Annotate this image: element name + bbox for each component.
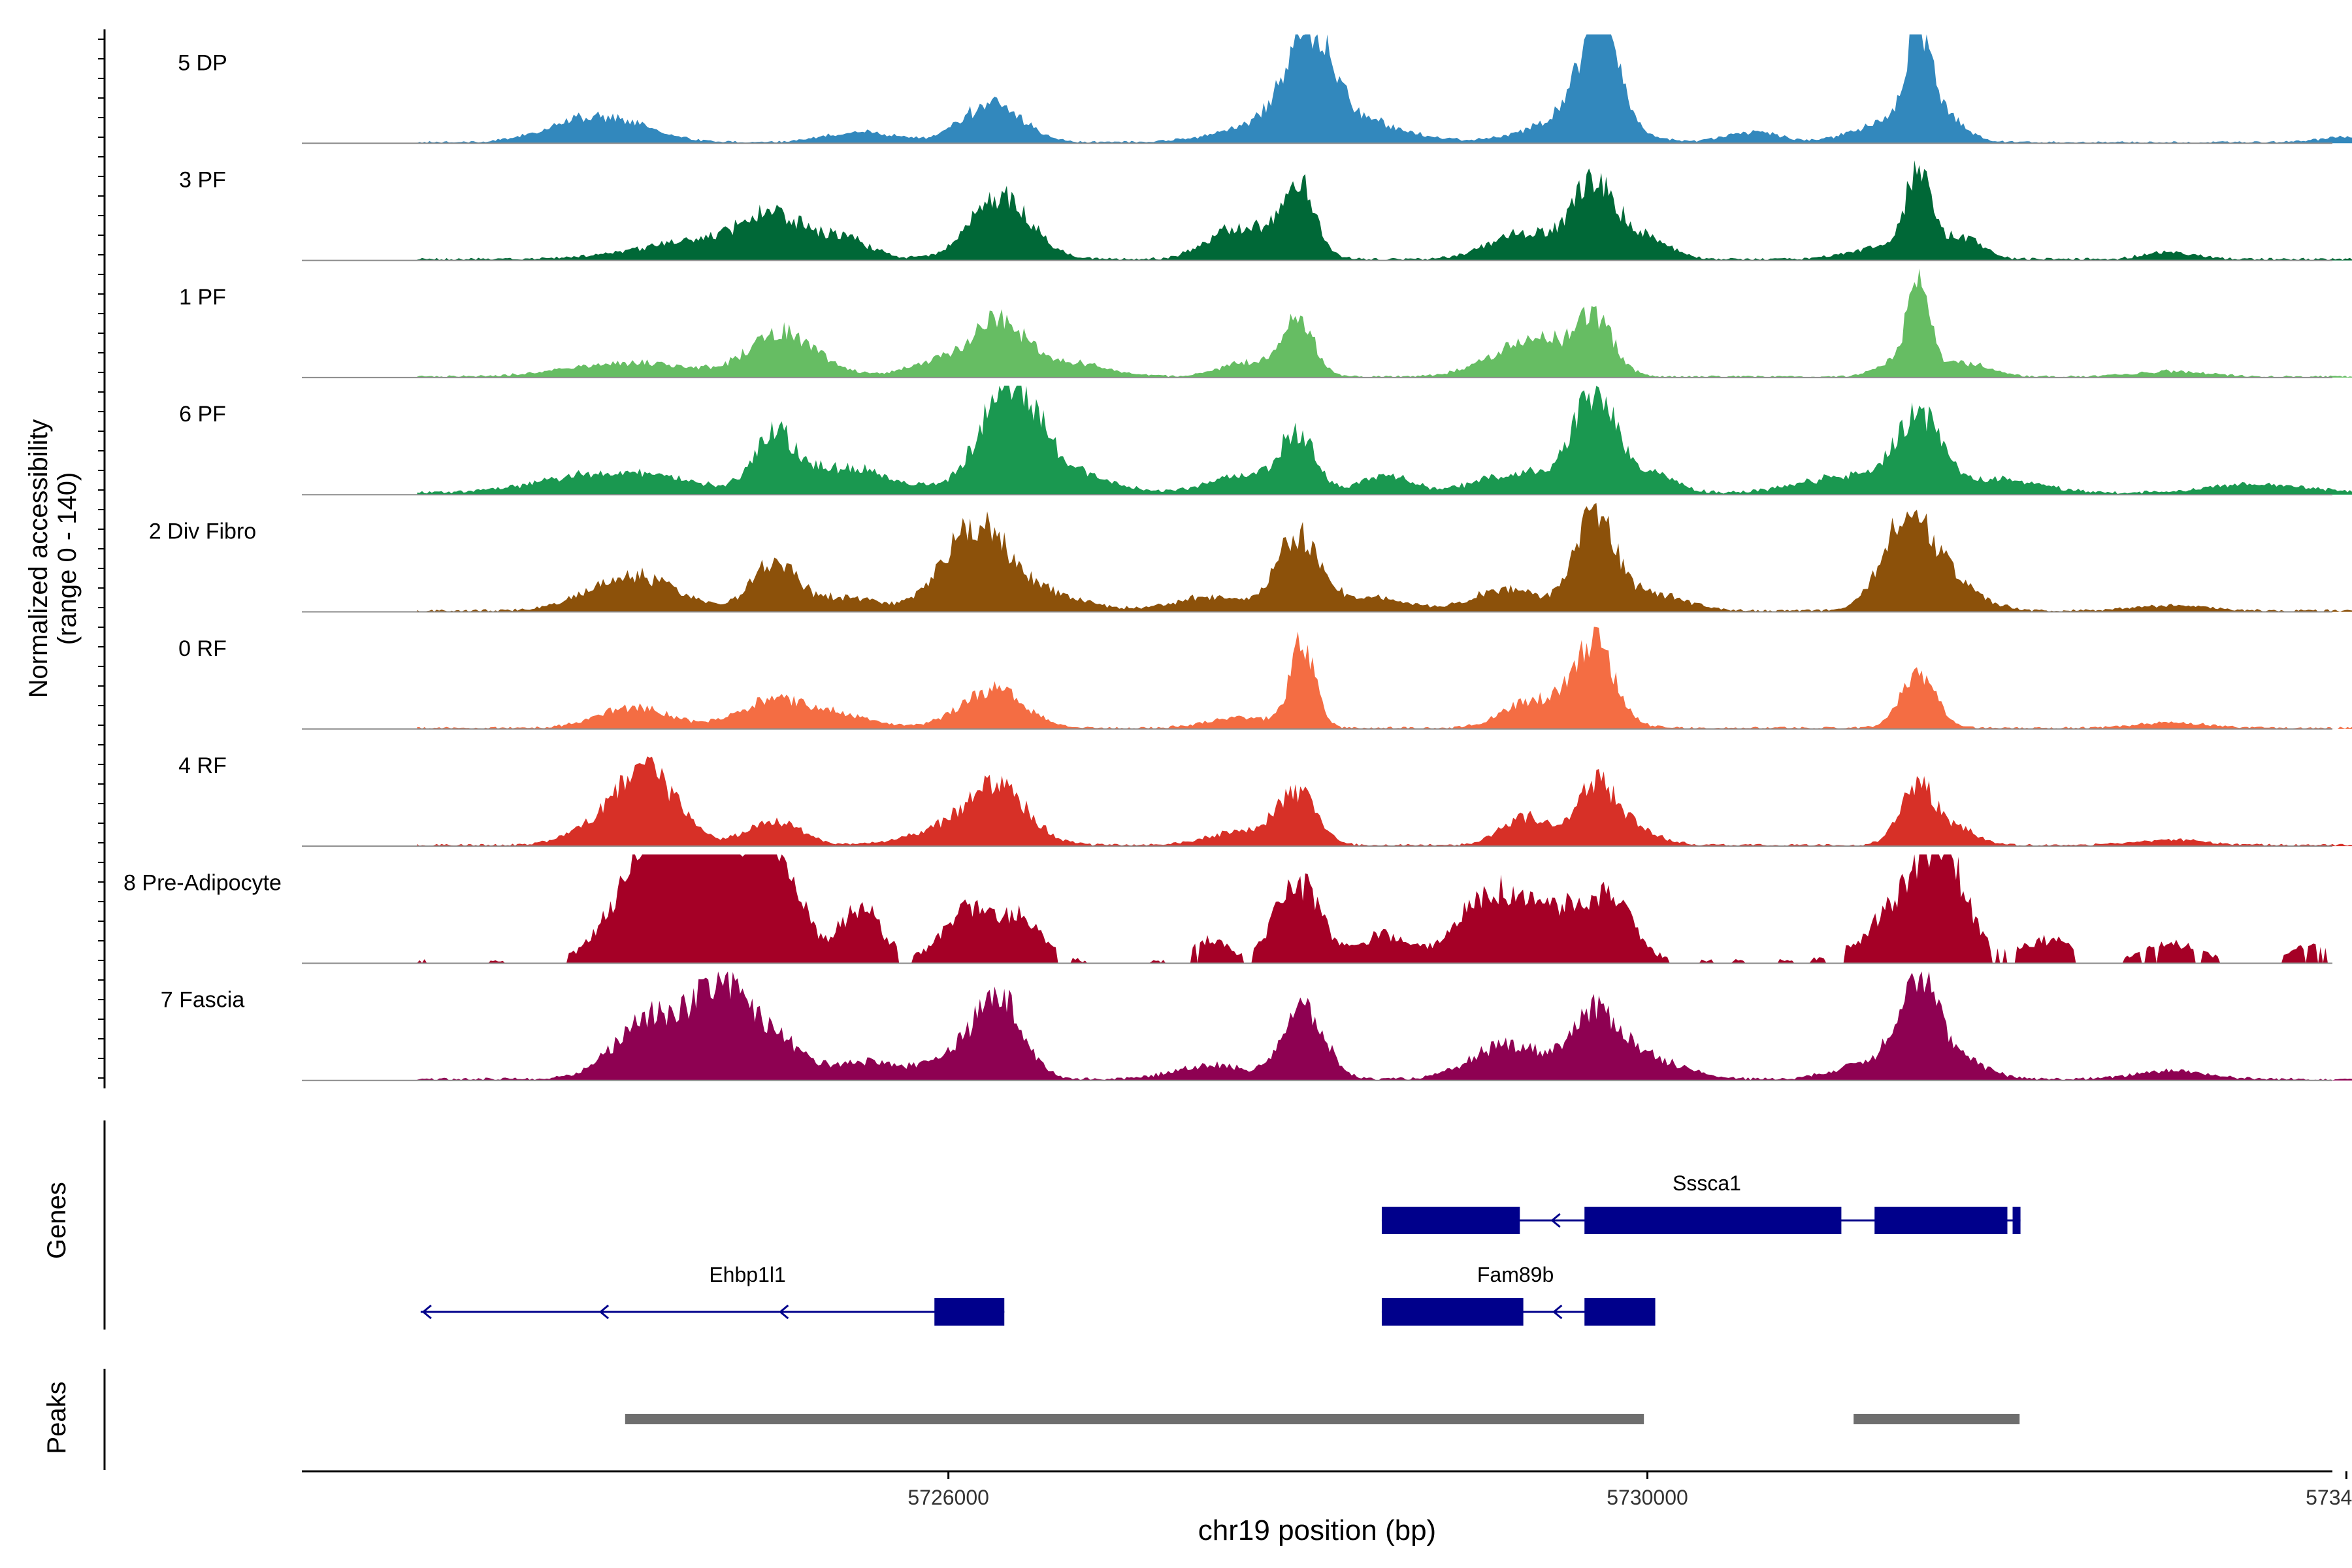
x-tick-label: 5734000 xyxy=(2306,1486,2352,1509)
track-label: 6 PF xyxy=(179,402,226,427)
gene-model: Fam89b xyxy=(1381,1263,1656,1326)
coverage-area xyxy=(417,627,2352,729)
coverage-area xyxy=(417,756,2352,847)
genes-panel-label: Genes xyxy=(42,1182,71,1259)
coverage-tracks: 5 DP 3 PF 1 PF 6 PF 2 Div Fibro 0 RF 4 RF 8 Pre… xyxy=(98,29,2352,1088)
track-label: 3 PF xyxy=(179,168,226,193)
track-label: 2 Div Fibro xyxy=(149,519,256,544)
gene-exon xyxy=(2012,1207,2021,1234)
gene-annotation-panel: Sssca1 Ehbp1l1 Fam89b xyxy=(103,1120,2021,1330)
track-label: 7 Fascia xyxy=(161,988,245,1013)
gene-exon xyxy=(1584,1298,1656,1326)
gene-exon xyxy=(1584,1207,1842,1234)
gene-name-label: Fam89b xyxy=(1477,1263,1554,1286)
gene-exon xyxy=(934,1298,1005,1326)
x-axis-title: chr19 position (bp) xyxy=(1198,1514,1436,1546)
coverage-area xyxy=(417,34,2352,144)
track-label: 0 RF xyxy=(178,636,227,661)
track-label: 4 RF xyxy=(178,753,227,778)
coverage-area xyxy=(417,160,2352,261)
gene-exon xyxy=(1874,1207,2008,1234)
x-axis: 5726000 5730000 5734000 xyxy=(302,1470,2352,1509)
gene-exon xyxy=(1381,1207,1520,1234)
gene-model: Ehbp1l1 xyxy=(420,1263,1005,1326)
coverage-area xyxy=(417,972,2352,1081)
y-axis-label-line1: Normalized accessibility xyxy=(24,419,53,698)
x-tick-label: 5730000 xyxy=(1607,1486,1688,1509)
peak-region xyxy=(625,1414,1644,1424)
peaks-panel xyxy=(103,1369,2020,1470)
coverage-area xyxy=(417,385,2352,495)
gene-name-label: Ehbp1l1 xyxy=(709,1263,785,1286)
strand-arrow xyxy=(778,1304,789,1320)
strand-arrow xyxy=(1550,1213,1561,1228)
peaks-panel-label: Peaks xyxy=(42,1381,71,1454)
gene-model: Sssca1 xyxy=(1381,1171,2021,1234)
peak-region xyxy=(1854,1414,2020,1424)
coverage-area xyxy=(417,269,2352,378)
gene-name-label: Sssca1 xyxy=(1673,1171,1741,1195)
coverage-area xyxy=(417,502,2352,612)
track-label: 8 Pre-Adipocyte xyxy=(123,870,282,895)
track-label: 1 PF xyxy=(179,285,226,310)
y-axis-label-line2: (range 0 - 140) xyxy=(53,472,82,645)
track-label: 5 DP xyxy=(178,50,227,75)
gene-exon xyxy=(1381,1298,1524,1326)
strand-arrow xyxy=(598,1304,610,1320)
strand-arrow xyxy=(421,1304,432,1320)
strand-arrow xyxy=(1552,1304,1563,1320)
coverage-area xyxy=(417,854,2352,964)
x-tick-label: 5726000 xyxy=(907,1486,989,1509)
